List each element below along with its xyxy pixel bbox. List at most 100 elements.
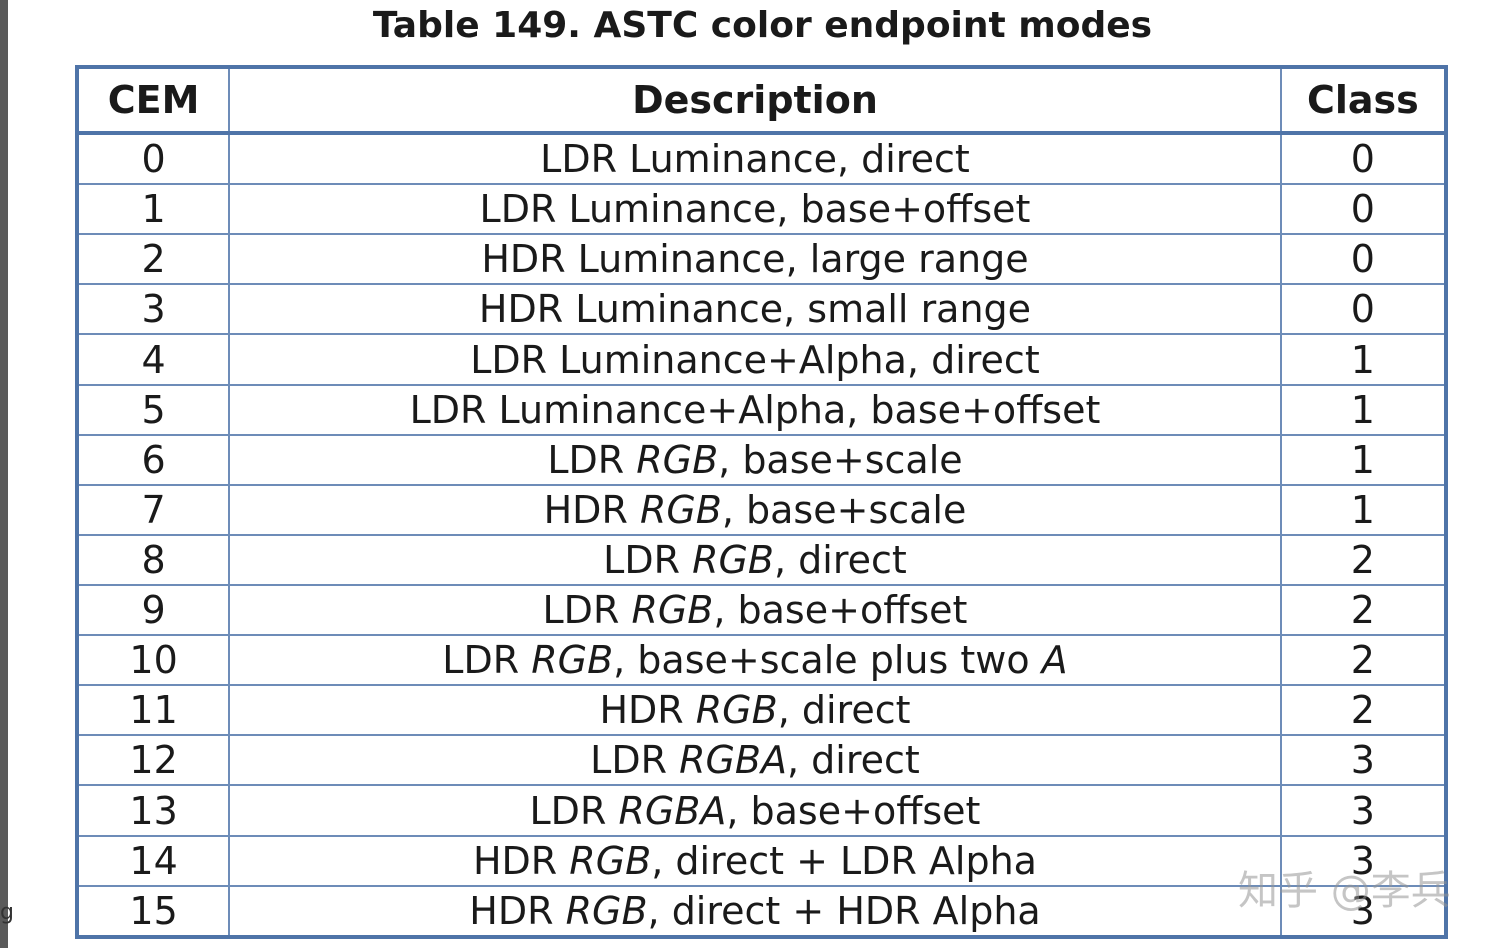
- cem-cell: 15: [75, 884, 231, 939]
- cem-cell: 5: [75, 383, 231, 436]
- description-italic-term: RGB: [631, 588, 714, 633]
- class-cell: 1: [1279, 483, 1448, 536]
- description-text: , direct: [787, 738, 920, 783]
- cem-cell: 13: [75, 784, 231, 837]
- class-cell: 1: [1279, 383, 1448, 436]
- table-row: 12 LDR RGBA, direct 3: [75, 734, 1448, 787]
- description-italic-term: RGB: [531, 638, 614, 683]
- cem-cell: 0: [75, 131, 231, 186]
- table-caption: Table 149. ASTC color endpoint modes: [372, 5, 1153, 46]
- cem-cell: 9: [75, 584, 231, 637]
- header-description: Description: [228, 66, 1282, 135]
- description-text: LDR Luminance, base+offset: [479, 187, 1031, 232]
- class-cell: 1: [1279, 333, 1448, 386]
- table-row: 11 HDR RGB, direct 2: [75, 684, 1448, 737]
- description-italic-term: RGBA: [679, 738, 787, 783]
- table-row: 9 LDR RGB, base+offset 2: [75, 584, 1448, 637]
- description-text: , base+scale: [718, 437, 963, 482]
- class-cell: 0: [1279, 283, 1448, 336]
- table-row: 7 HDR RGB, base+scale 1: [75, 483, 1448, 536]
- header-cem: CEM: [75, 66, 231, 135]
- description-text: LDR Luminance, direct: [540, 137, 970, 182]
- description-text: LDR: [547, 437, 637, 482]
- table-row: 13 LDR RGBA, base+offset 3: [75, 784, 1448, 837]
- table-row: 5 LDR Luminance+Alpha, base+offset 1: [75, 383, 1448, 436]
- description-text: , base+scale plus two: [613, 638, 1042, 683]
- description-text: LDR: [542, 588, 632, 633]
- description-cell: HDR Luminance, large range: [228, 233, 1282, 286]
- table-row: 1 LDR Luminance, base+offset 0: [75, 183, 1448, 236]
- description-text: , base+scale: [721, 487, 967, 532]
- cem-cell: 3: [75, 283, 231, 336]
- description-text: LDR Luminance+Alpha, base+offset: [409, 387, 1101, 432]
- description-italic-term: A: [1041, 638, 1068, 683]
- description-cell: LDR RGBA, direct: [228, 734, 1282, 787]
- cem-cell: 1: [75, 183, 231, 236]
- description-cell: HDR RGB, base+scale: [228, 483, 1282, 536]
- description-text: HDR: [599, 688, 696, 733]
- description-text: HDR: [469, 888, 566, 933]
- description-cell: LDR RGBA, base+offset: [228, 784, 1282, 837]
- cem-cell: 10: [75, 634, 231, 687]
- description-text: , direct: [777, 688, 911, 733]
- cem-cell: 8: [75, 533, 231, 587]
- class-cell: 0: [1279, 233, 1448, 286]
- table-row: 2 HDR Luminance, large range 0: [75, 233, 1448, 286]
- description-cell: LDR Luminance, direct: [228, 131, 1282, 186]
- description-text: LDR: [442, 638, 532, 683]
- description-cell: LDR RGB, base+scale: [228, 433, 1282, 486]
- description-italic-term: RGBA: [618, 788, 727, 833]
- class-cell: 0: [1279, 183, 1448, 236]
- class-cell: 2: [1279, 634, 1448, 687]
- description-text: HDR Luminance, small range: [478, 287, 1032, 332]
- table-row: 3 HDR Luminance, small range 0: [75, 283, 1448, 336]
- table-row: 14 HDR RGB, direct + LDR Alpha 3: [75, 834, 1448, 887]
- class-cell: 1: [1279, 433, 1448, 486]
- description-cell: LDR RGB, base+scale plus two A: [228, 634, 1282, 687]
- description-text: LDR: [529, 788, 619, 833]
- description-italic-term: RGB: [639, 487, 722, 532]
- description-italic-term: RGB: [565, 888, 648, 933]
- description-text: HDR Luminance, large range: [481, 237, 1029, 282]
- edge-text: g: [0, 900, 14, 925]
- table-body: 0 LDR Luminance, direct 0 1 LDR Luminance, b…: [75, 131, 1448, 939]
- description-text: HDR: [543, 487, 640, 532]
- class-cell: 3: [1279, 884, 1448, 939]
- cem-cell: 4: [75, 333, 231, 386]
- description-text: , direct: [774, 537, 907, 582]
- description-text: LDR: [590, 738, 680, 783]
- table-row: 4 LDR Luminance+Alpha, direct 1: [75, 333, 1448, 386]
- description-text: , base+offset: [713, 588, 968, 633]
- cem-table: CEM Description Class 0 LDR Luminance, di…: [75, 65, 1448, 939]
- description-text: , base+offset: [726, 788, 981, 833]
- class-cell: 3: [1279, 834, 1448, 887]
- description-italic-term: RGB: [569, 838, 652, 883]
- cem-cell: 12: [75, 734, 231, 787]
- class-cell: 2: [1279, 584, 1448, 637]
- cem-cell: 2: [75, 233, 231, 286]
- description-italic-term: RGB: [636, 437, 719, 482]
- class-cell: 2: [1279, 684, 1448, 737]
- description-italic-term: RGB: [692, 537, 774, 582]
- description-cell: HDR Luminance, small range: [228, 283, 1282, 336]
- description-cell: HDR RGB, direct + HDR Alpha: [228, 884, 1282, 939]
- header-row: CEM Description Class: [75, 66, 1448, 135]
- description-cell: LDR Luminance+Alpha, direct: [228, 333, 1282, 386]
- table-row: 8 LDR RGB, direct 2: [75, 533, 1448, 587]
- description-text: , direct + LDR Alpha: [651, 838, 1037, 883]
- description-cell: LDR RGB, direct: [228, 533, 1282, 587]
- description-text: LDR Luminance+Alpha, direct: [470, 337, 1040, 382]
- description-cell: LDR Luminance+Alpha, base+offset: [228, 383, 1282, 436]
- cem-cell: 11: [75, 684, 231, 737]
- description-cell: HDR RGB, direct + LDR Alpha: [228, 834, 1282, 887]
- table-row: 15 HDR RGB, direct + HDR Alpha 3: [75, 884, 1448, 939]
- description-text: , direct + HDR Alpha: [647, 888, 1041, 933]
- table-row: 6 LDR RGB, base+scale 1: [75, 433, 1448, 486]
- class-cell: 0: [1279, 131, 1448, 186]
- description-italic-term: RGB: [695, 688, 778, 733]
- description-text: LDR: [603, 537, 693, 582]
- class-cell: 3: [1279, 734, 1448, 787]
- cem-cell: 6: [75, 433, 231, 486]
- cem-cell: 7: [75, 483, 231, 536]
